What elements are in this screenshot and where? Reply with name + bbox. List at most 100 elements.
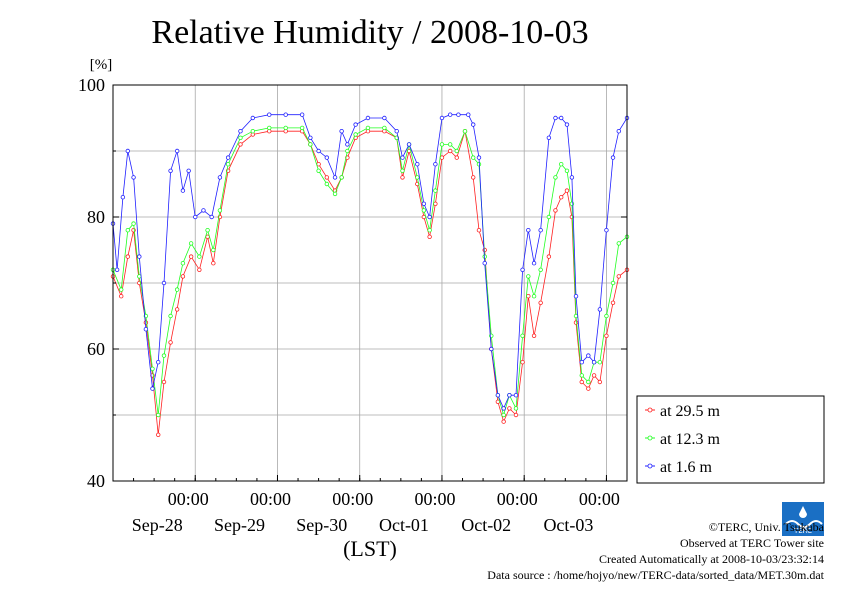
data-point [526,294,531,299]
data-point [482,261,487,266]
x-tick-time-label: 00:00 [332,489,373,509]
created-text: Created Automatically at 2008-10-03/23:3… [599,552,824,566]
data-point [114,267,120,272]
data-point [186,168,191,173]
data-point [501,406,506,411]
data-point [546,135,552,140]
data-point [131,175,136,180]
data-point [324,181,330,187]
y-tick-label: 80 [87,207,105,227]
series-line-2 [112,114,628,410]
observed-text: Observed at TERC Tower site [679,536,824,550]
data-point [299,112,305,117]
data-point [604,227,609,233]
data-point [238,135,243,140]
data-point [180,274,186,279]
data-point [332,191,338,197]
x-axis-label: (LST) [343,536,397,561]
data-point [586,379,591,385]
data-point [156,412,161,418]
data-point [143,327,149,332]
data-point [538,300,543,305]
data-point [520,333,525,338]
data-point [188,241,194,246]
data-point [579,360,584,365]
data-point [476,155,482,160]
data-point [447,148,453,154]
x-tick-date-label: Oct-02 [461,515,511,535]
data-point [131,221,136,226]
data-point [586,386,591,391]
data-point [564,168,570,173]
data-point [299,125,305,131]
data-point [471,155,476,160]
data-point [161,280,167,286]
data-point [433,188,438,193]
data-point [174,148,180,154]
data-point [573,320,579,325]
legend-marker [647,435,653,441]
data-point [125,254,131,259]
data-point [161,379,167,385]
data-point [324,175,330,180]
data-point [197,267,202,272]
data-point [238,128,243,134]
data-point [439,115,445,121]
data-point [439,142,445,147]
data-point [476,227,482,233]
data-point [415,175,420,180]
legend-entry: at 29.5 m [660,403,721,420]
terc-logo-icon: TERC [782,502,824,536]
data-point [345,142,350,147]
data-point [564,188,570,193]
legend-entry: at 1.6 m [660,459,713,476]
data-point [559,161,564,167]
data-point [217,208,223,213]
data-point [616,128,621,134]
data-point [168,168,173,173]
y-tick-label: 100 [78,75,105,95]
data-point [591,360,597,365]
credits-block: ©TERC, Univ. Tsukuba Observed at TERC To… [487,519,824,583]
data-point [365,125,371,131]
data-point [454,148,459,154]
data-point [597,307,603,312]
data-point [308,142,313,147]
data-point [174,307,180,312]
data-point [316,168,321,173]
data-point [507,406,512,411]
data-point [193,214,198,220]
data-point [520,267,525,272]
data-point [339,128,344,134]
data-point [353,132,358,137]
data-point [513,393,519,398]
chart-title: Relative Humidity / 2008-10-03 [151,14,589,51]
data-point [586,353,591,358]
data-point [382,125,387,131]
legend-box [636,395,825,484]
data-point [546,214,552,220]
data-point [125,227,131,233]
data-point [454,155,459,160]
data-point [209,214,214,220]
legend-marker [647,407,653,413]
data-point [125,148,131,154]
data-point [597,360,603,365]
data-point [538,267,543,272]
data-point [205,227,210,233]
data-point [250,115,256,121]
data-point [427,234,432,239]
data-point [267,112,272,117]
data-point [610,300,616,305]
x-tick-time-label: 00:00 [414,489,455,509]
x-tick-time-label: 00:00 [250,489,291,509]
data-point [382,115,387,121]
data-point [439,155,445,160]
data-point [531,333,537,338]
data-point [546,254,552,259]
data-point [150,366,155,371]
x-tick-date-label: Sep-29 [214,515,265,535]
data-point [564,122,570,127]
data-point [427,227,432,233]
